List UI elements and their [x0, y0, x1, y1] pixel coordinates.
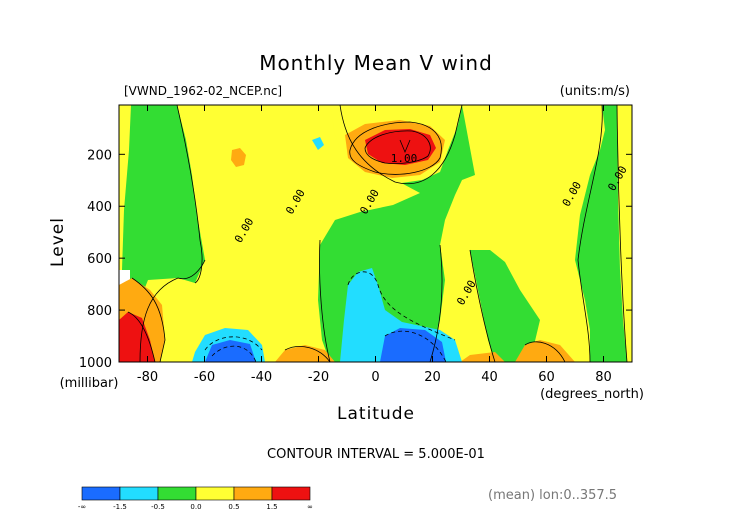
- y-tick-label: 200: [87, 148, 112, 163]
- contour-line-15: [284, 346, 331, 362]
- colorbar-swatch: [195, 486, 235, 501]
- contour-line-7: [429, 244, 443, 362]
- contour-line-4: [339, 105, 463, 184]
- contour-line-12: [131, 277, 166, 362]
- units-subtitle: (units:m/s): [560, 84, 630, 99]
- colorbar-tick-label: 0.5: [228, 503, 239, 511]
- contour-line-13: [127, 311, 156, 362]
- region-blue-south: [205, 340, 256, 362]
- region-yellow-south: [140, 105, 420, 362]
- colorbar-tick-label: ∞: [307, 503, 313, 511]
- region-orange-surface-3: [460, 352, 505, 362]
- region-yellow-north: [430, 105, 605, 362]
- colorbar-tick-label: -∞: [78, 503, 86, 511]
- x-tick-label: -20: [308, 370, 329, 385]
- contour-line-16: [347, 271, 456, 341]
- colorbar-swatch: [119, 486, 159, 501]
- x-tick-label: -40: [251, 370, 272, 385]
- region-orange-surface-2: [515, 340, 575, 362]
- y-axis: 200 400 600 800 1000: [79, 148, 632, 371]
- contour-line-10: [469, 249, 496, 362]
- region-yellow-farnorth: [617, 105, 632, 362]
- x-tick-label: -80: [137, 370, 158, 385]
- colorbar-tick-label: -0.5: [151, 503, 165, 511]
- contour-line-1: [349, 121, 442, 175]
- contour-line-11: [139, 259, 206, 362]
- x-tick-label: -60: [194, 370, 215, 385]
- contour-line-2: [364, 130, 431, 164]
- y-tick-label: 800: [87, 304, 112, 319]
- region-red-jet: [365, 129, 436, 165]
- contour-line-9: [616, 105, 628, 362]
- contour-lines: [127, 105, 628, 362]
- x-tick-label: 0: [371, 370, 379, 385]
- region-missing: [119, 270, 130, 290]
- colorbar-swatch: [271, 486, 311, 501]
- colorbar-swatch: [157, 486, 197, 501]
- contour-line-8: [577, 105, 603, 362]
- colorbar-tick-label: 1.5: [266, 503, 277, 511]
- colorbar: -∞ -1.5 -0.5 0.0 0.5 1.5 ∞: [78, 486, 313, 511]
- x-tick-label: 80: [595, 370, 612, 385]
- colorbar-tick-label: -1.5: [113, 503, 127, 511]
- y-tick-label: 1000: [79, 356, 112, 371]
- region-cyan-small: [312, 137, 324, 150]
- region-orange-small: [231, 148, 246, 167]
- contour-label: 1.00: [391, 152, 418, 165]
- x-tick-label: 60: [538, 370, 555, 385]
- region-red-southpole: [119, 312, 155, 362]
- contour-line-6: [319, 239, 331, 362]
- y-axis-label: Level: [48, 217, 68, 267]
- y-tick-label: 400: [87, 200, 112, 215]
- contour-interval-text: CONTOUR INTERVAL = 5.000E-01: [267, 447, 485, 462]
- x-axis-units: (degrees_north): [540, 387, 644, 402]
- x-tick-label: 40: [481, 370, 498, 385]
- contour-line-17: [384, 330, 447, 362]
- colorbar-swatch: [81, 486, 121, 501]
- y-axis-units: (millibar): [60, 376, 119, 391]
- x-tick-label: 20: [424, 370, 441, 385]
- y-tick-label: 600: [87, 252, 112, 267]
- colorbar-tick-label: 0.0: [190, 503, 201, 511]
- contour-line-5: [176, 105, 203, 284]
- dataset-subtitle: [VWND_1962-02_NCEP.nc]: [124, 84, 282, 98]
- colorbar-swatch: [233, 486, 273, 501]
- chart-title: Monthly Mean V wind: [259, 51, 493, 75]
- region-yellow-leftedge: [119, 105, 131, 270]
- contour-field: 1.000.00 0.000.000.000.000.00: [119, 105, 632, 362]
- x-axis-label: Latitude: [337, 404, 415, 424]
- contour-line-3: [399, 139, 411, 154]
- contour-line-18: [204, 336, 263, 351]
- region-green-north-tongue: [470, 250, 540, 362]
- contour-line-14: [524, 341, 566, 362]
- region-orange-surface-1: [275, 345, 335, 362]
- footer-note: (mean) lon:0..357.5: [488, 488, 617, 503]
- x-axis: -80 -60 -40 -20 0 20 40 60 80: [137, 105, 612, 385]
- region-blue-equator: [380, 328, 446, 362]
